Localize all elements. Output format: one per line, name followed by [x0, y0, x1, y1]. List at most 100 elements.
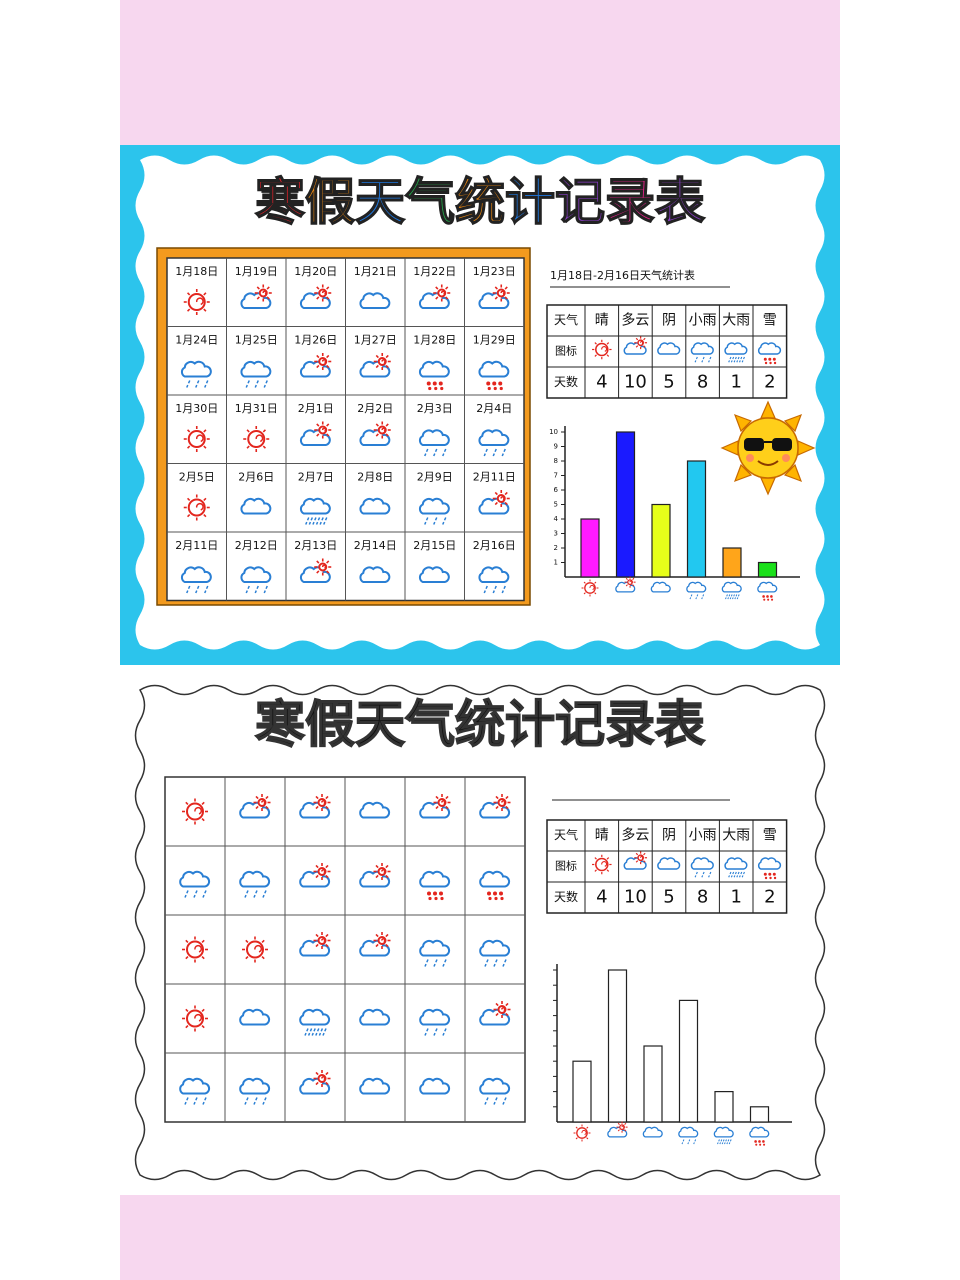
sun-ray — [325, 1071, 329, 1076]
cloud — [240, 566, 272, 583]
rain — [315, 1028, 320, 1036]
cell-date: 2月6日 — [238, 471, 274, 484]
cloud — [418, 429, 450, 446]
sun-spiral — [194, 944, 203, 953]
rain — [319, 517, 324, 525]
rain — [322, 1028, 327, 1036]
snow — [486, 381, 491, 386]
weather-icon — [299, 558, 332, 583]
weather-icon — [657, 857, 681, 870]
sun-ray — [617, 1129, 620, 1132]
cell-date: 2月1日 — [298, 402, 334, 415]
sun-ray — [505, 795, 509, 800]
weather-icon — [299, 932, 331, 957]
snow — [763, 598, 766, 601]
weather-icon — [183, 289, 210, 315]
snow — [499, 386, 503, 391]
sun-ray — [201, 939, 205, 943]
rain — [741, 871, 745, 878]
table-header: 雪 — [763, 313, 777, 329]
sun-ray — [266, 296, 270, 300]
cloud — [724, 857, 748, 870]
pink-band — [120, 1195, 840, 1280]
weather-icon — [478, 360, 510, 391]
snow — [754, 1140, 757, 1143]
rain — [307, 1028, 313, 1036]
rain — [493, 959, 498, 967]
cell-date: 1月18日 — [175, 265, 218, 278]
sun-ray — [594, 857, 597, 860]
day-count: 10 — [624, 887, 647, 908]
table-label: 天数 — [554, 889, 578, 904]
rain — [483, 448, 488, 457]
sun-ray — [583, 581, 586, 584]
sun-spiral — [381, 938, 386, 943]
weather-icon — [592, 339, 612, 360]
snow — [767, 598, 770, 601]
weather-icon — [418, 497, 450, 525]
sun-ray — [445, 296, 449, 300]
rain — [323, 517, 328, 525]
sun-ray — [617, 1122, 620, 1125]
weather-icon — [299, 1070, 331, 1095]
sun-ray — [316, 354, 320, 359]
y-tick-label: 10 — [549, 428, 558, 436]
cell-date: 2月14日 — [354, 539, 397, 552]
cloud — [678, 1126, 699, 1138]
sun-ray — [375, 433, 379, 437]
cloud — [419, 1077, 451, 1095]
sun-spiral — [194, 1013, 203, 1022]
weather-icon — [713, 1126, 734, 1145]
title-outline: 寒假天气统计记录表 — [255, 696, 705, 754]
bar — [714, 1090, 734, 1123]
rain — [204, 585, 209, 594]
weather-icon — [239, 794, 271, 819]
weather-icon — [242, 936, 268, 963]
sun-ray — [495, 1002, 499, 1007]
rain — [202, 1097, 207, 1105]
weather-icon — [179, 1077, 211, 1105]
weather-icon — [299, 497, 331, 525]
sun-ray — [185, 1025, 189, 1029]
sun-ray — [583, 592, 586, 595]
snow — [771, 598, 774, 601]
sun-ray — [185, 818, 189, 822]
sun-ray — [504, 501, 508, 506]
rain — [263, 380, 268, 388]
sun-ray — [325, 795, 329, 800]
table-header: 晴 — [595, 828, 609, 844]
weather-icon — [183, 426, 210, 452]
sun-ray — [643, 852, 646, 856]
snow — [768, 357, 772, 361]
sun-ray — [315, 1081, 319, 1086]
rain — [719, 1139, 723, 1145]
weather-icon — [686, 581, 707, 600]
rain — [738, 356, 743, 363]
rain — [724, 1139, 727, 1145]
weather-icon — [299, 284, 332, 309]
weather-icon — [418, 429, 450, 457]
rain — [483, 585, 488, 594]
cell-date: 1月23日 — [473, 265, 516, 278]
sun-ray — [643, 337, 646, 341]
sun-ray — [385, 864, 389, 869]
sun-ray — [255, 805, 259, 810]
rain — [433, 448, 438, 457]
rain — [501, 448, 506, 457]
day-count: 5 — [663, 887, 674, 908]
cloud — [359, 497, 391, 515]
rain — [304, 1028, 309, 1036]
bar — [615, 431, 636, 578]
sun-ray — [594, 869, 597, 872]
cell-date: 1月20日 — [294, 265, 337, 278]
rain — [725, 594, 728, 600]
weather-icon — [180, 360, 212, 388]
sun-spiral — [640, 340, 644, 345]
rain — [184, 890, 189, 898]
weather-icon — [721, 581, 742, 600]
y-tick-label: 2 — [554, 544, 558, 552]
sun-ray — [262, 429, 267, 433]
rain — [502, 1097, 507, 1105]
sun-ray — [316, 286, 320, 290]
sun-spiral — [381, 359, 386, 364]
